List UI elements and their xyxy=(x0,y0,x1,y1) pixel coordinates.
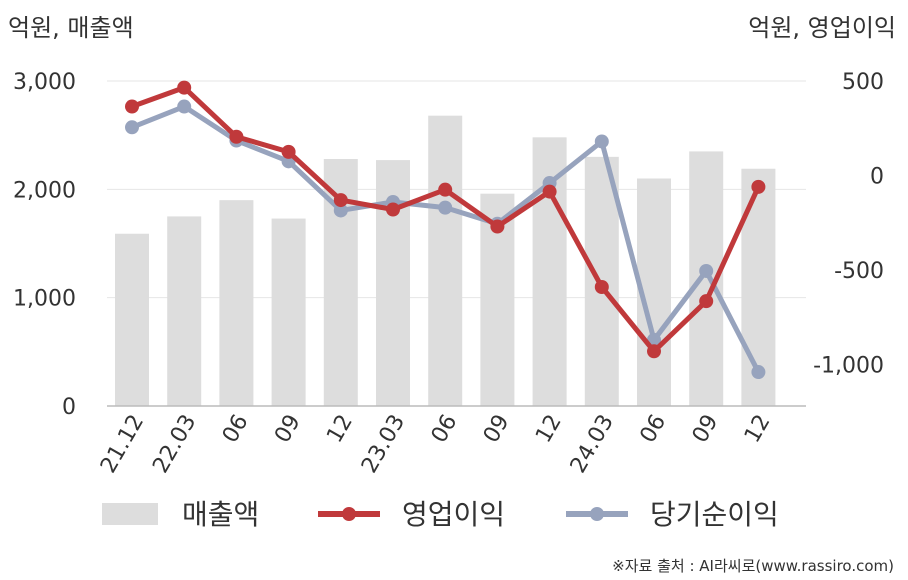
legend-label: 영업이익 xyxy=(402,498,505,531)
right-axis-ticks: 500 0 -500 -1,000 xyxy=(813,70,884,379)
right-tick-label: -1,000 xyxy=(813,354,884,379)
legend-swatch-marker xyxy=(590,507,604,521)
x-tick-label: 22.03 xyxy=(148,411,201,478)
right-tick-label: -500 xyxy=(834,259,884,284)
bar-2 xyxy=(167,216,202,406)
point-13 xyxy=(751,179,766,194)
point-6 xyxy=(386,202,400,217)
bar-series-revenue xyxy=(115,115,776,407)
left-axis-unit: 억원, 매출액 xyxy=(8,14,134,42)
x-tick-label: 06 xyxy=(218,411,254,448)
x-tick-label: 12 xyxy=(322,411,358,448)
point-10 xyxy=(594,280,609,295)
x-tick-label: 12 xyxy=(740,411,776,448)
point-2 xyxy=(177,99,192,114)
point-12 xyxy=(699,294,714,309)
point-1 xyxy=(125,99,139,114)
right-tick-label: 500 xyxy=(842,70,884,95)
legend-label: 매출액 xyxy=(182,498,259,531)
x-tick-label: 09 xyxy=(270,411,306,448)
right-axis-unit: 억원, 영업이익 xyxy=(748,14,896,42)
x-tick-label: 06 xyxy=(427,411,463,448)
bar-3 xyxy=(219,200,254,406)
point-13 xyxy=(751,365,766,380)
left-tick-label: 1,000 xyxy=(13,287,76,312)
legend: 매출액 영업이익 당기순이익 xyxy=(102,498,779,531)
left-axis-ticks: 3,000 2,000 1,000 0 xyxy=(13,70,76,420)
x-tick-label: 24.03 xyxy=(566,411,619,478)
legend-label: 당기순이익 xyxy=(650,498,779,531)
legend-item-operating-profit: 영업이익 xyxy=(318,498,505,531)
legend-swatch-marker xyxy=(342,507,356,521)
point-1 xyxy=(125,120,139,135)
x-tick-label: 23.03 xyxy=(357,411,410,478)
point-7 xyxy=(438,182,453,197)
line-series-operating-profit xyxy=(125,80,766,359)
point-3 xyxy=(229,129,244,144)
legend-swatch-bar xyxy=(102,503,158,525)
x-tick-label: 21.12 xyxy=(96,411,149,478)
point-8 xyxy=(490,219,505,234)
bar-4 xyxy=(271,218,306,406)
point-7 xyxy=(438,200,453,215)
left-tick-label: 2,000 xyxy=(13,178,76,203)
point-9 xyxy=(542,184,557,199)
bar-1 xyxy=(115,233,149,406)
x-axis-ticks: 21.12 22.03 06 09 12 23.03 06 09 12 24.03 06 09 12 xyxy=(96,411,776,478)
point-2 xyxy=(177,80,192,95)
point-10 xyxy=(594,134,609,149)
line-series xyxy=(125,80,766,380)
point-11 xyxy=(647,344,661,359)
point-12 xyxy=(699,263,714,278)
x-tick-label: 12 xyxy=(531,411,567,448)
point-5 xyxy=(333,203,348,218)
bar-7 xyxy=(428,115,463,407)
legend-item-net-income: 당기순이익 xyxy=(566,498,779,531)
left-tick-label: 0 xyxy=(62,395,76,420)
left-tick-label: 3,000 xyxy=(13,70,76,95)
point-5 xyxy=(333,193,348,208)
right-tick-label: 0 xyxy=(870,165,884,190)
x-tick-label: 06 xyxy=(636,411,672,448)
x-tick-label: 09 xyxy=(479,411,515,448)
source-note: ※자료 출처 : AI라씨로(www.rassiro.com) xyxy=(612,557,894,575)
x-tick-label: 09 xyxy=(688,411,724,448)
point-4 xyxy=(281,144,296,159)
legend-item-revenue: 매출액 xyxy=(102,498,259,531)
